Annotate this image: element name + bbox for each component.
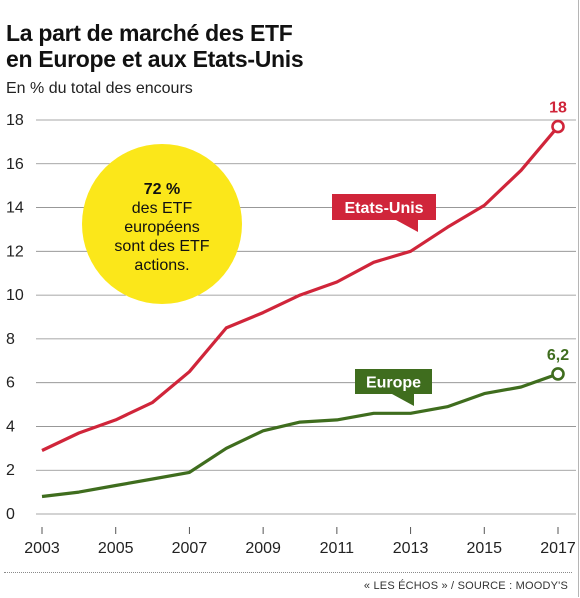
series-name-label: Etats-Unis — [344, 200, 423, 217]
y-tick-label: 4 — [6, 418, 15, 435]
chart-title-line-2: en Europe et aux Etats-Unis — [6, 46, 304, 72]
series-tag-pointer — [392, 394, 414, 406]
x-tick-label: 2007 — [172, 540, 208, 557]
x-tick-label: 2011 — [320, 540, 355, 557]
series-line-us — [41, 125, 560, 452]
series-tag-pointer — [396, 220, 418, 232]
series-layer — [41, 119, 565, 499]
end-value-label-us: 18 — [549, 100, 567, 117]
y-tick-label: 18 — [6, 112, 24, 129]
series-line-europe — [41, 372, 559, 499]
y-tick-label: 16 — [6, 156, 24, 173]
label-layer: 18 6,2 Etats-Unis Europe — [332, 100, 569, 406]
x-tick-label: 2017 — [540, 540, 576, 557]
series-tag-box — [332, 194, 436, 220]
y-tick-label: 8 — [6, 331, 15, 348]
series-tag-us: Etats-Unis — [332, 194, 436, 232]
chart-title-line-1: La part de marché des ETF — [6, 20, 293, 46]
callout-text-line: des ETF — [132, 200, 193, 217]
x-tick-label: 2005 — [98, 540, 134, 557]
series-tag-box — [355, 369, 432, 394]
callout-bubble-group: 72 % des ETF européens sont des ETF actions. — [82, 144, 242, 304]
series-name-label: Europe — [366, 375, 421, 392]
source-note: « LES ÉCHOS » / SOURCE : MOODY'S — [363, 580, 568, 592]
end-marker-europe — [551, 367, 565, 381]
y-tick-label: 14 — [6, 200, 24, 217]
x-tick-label: 2003 — [24, 540, 60, 557]
callout-text-line: européens — [124, 219, 200, 236]
x-tick-label: 2013 — [393, 540, 429, 557]
y-tick-label: 10 — [6, 287, 24, 304]
footer-divider — [4, 572, 572, 573]
series-tag-europe: Europe — [355, 369, 432, 406]
chart-subtitle: En % du total des encours — [6, 80, 193, 97]
chart-title: La part de marché des ETF en Europe et a… — [6, 20, 566, 72]
callout-text-line: actions. — [134, 257, 189, 274]
y-tick-label: 6 — [6, 375, 15, 392]
end-marker-us — [551, 119, 565, 134]
y-tick-label: 0 — [6, 506, 15, 523]
callout-bubble — [82, 144, 242, 304]
x-tick-label: 2015 — [466, 540, 502, 557]
callout-text-line: sont des ETF — [114, 238, 209, 255]
callout-text-line: 72 % — [144, 181, 180, 198]
y-tick-label: 2 — [6, 462, 15, 479]
end-value-label-europe: 6,2 — [547, 347, 569, 364]
y-tick-label: 12 — [6, 243, 24, 260]
x-tick-label: 2009 — [245, 540, 281, 557]
